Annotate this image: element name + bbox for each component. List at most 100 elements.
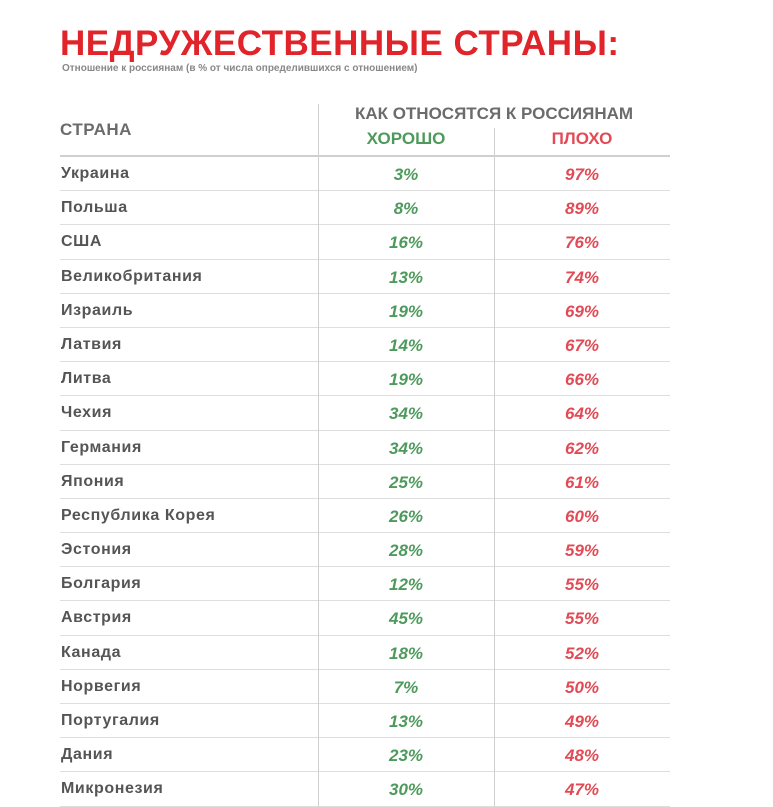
bad-percent-cell: 89% xyxy=(564,199,600,219)
bad-percent-cell: 55% xyxy=(564,609,600,629)
column-divider xyxy=(318,362,319,397)
country-cell: Чехия xyxy=(61,404,112,422)
country-cell: Украина xyxy=(61,165,130,182)
country-cell: Микронезия xyxy=(61,780,164,798)
bad-column-header: ПЛОХО xyxy=(551,129,613,148)
column-divider xyxy=(318,669,319,705)
bad-percent-cell: 76% xyxy=(564,233,600,253)
good-percent-cell: 28% xyxy=(388,541,424,561)
bad-percent-cell: 60% xyxy=(564,506,600,526)
column-divider xyxy=(494,259,495,295)
table-row: Германия 34% 62% xyxy=(60,430,670,466)
country-cell: Болгария xyxy=(61,575,142,593)
table-row: Литва 19% 66% xyxy=(60,362,670,397)
bad-percent-cell: 74% xyxy=(564,267,600,287)
column-divider xyxy=(494,128,495,155)
column-divider xyxy=(318,396,319,431)
bad-percent-cell: 62% xyxy=(564,438,600,458)
good-percent-cell: 12% xyxy=(388,575,424,595)
table-row: Украина 3% 97% xyxy=(60,157,670,192)
country-cell: Великобритания xyxy=(61,267,203,285)
country-column-header: СТРАНА xyxy=(60,120,132,139)
column-divider xyxy=(318,259,319,295)
column-divider xyxy=(318,293,319,329)
table-header: СТРАНА КАК ОТНОСЯТСЯ К РОССИЯНАМ ХОРОШО … xyxy=(60,98,670,157)
table-row: Микронезия 30% 47% xyxy=(60,772,670,807)
country-cell: Эстония xyxy=(61,541,132,559)
table-row: Эстония 28% 59% xyxy=(60,533,670,568)
good-percent-cell: 3% xyxy=(393,165,419,184)
column-divider xyxy=(318,464,319,500)
country-cell: Германия xyxy=(61,438,142,456)
good-percent-cell: 13% xyxy=(388,712,424,731)
bad-percent-cell: 50% xyxy=(564,677,600,697)
table-row: США 16% 76% xyxy=(60,225,670,261)
column-divider xyxy=(494,533,495,568)
country-cell: Польша xyxy=(61,199,128,217)
page-subtitle: Отношение к россиянам (в % от числа опре… xyxy=(62,63,418,74)
country-cell: Дания xyxy=(61,746,114,764)
country-cell: Норвегия xyxy=(61,677,142,695)
good-percent-cell: 45% xyxy=(388,609,424,629)
column-divider xyxy=(318,191,319,226)
column-divider xyxy=(318,327,319,363)
table-row: Япония 25% 61% xyxy=(60,464,670,500)
column-divider xyxy=(318,704,319,739)
country-cell: Латвия xyxy=(61,335,122,353)
bad-percent-cell: 67% xyxy=(564,335,600,355)
table-row: Португалия 13% 49% xyxy=(60,704,670,739)
column-divider xyxy=(318,157,319,192)
column-divider xyxy=(318,430,319,466)
good-column-header: ХОРОШО xyxy=(366,129,446,148)
table-row: Польша 8% 89% xyxy=(60,191,670,226)
bad-percent-cell: 47% xyxy=(564,780,600,800)
good-percent-cell: 18% xyxy=(388,643,424,663)
country-cell: Португалия xyxy=(61,712,160,729)
bad-percent-cell: 48% xyxy=(564,746,600,766)
column-divider xyxy=(494,635,495,671)
attitude-table: СТРАНА КАК ОТНОСЯТСЯ К РОССИЯНАМ ХОРОШО … xyxy=(60,98,670,807)
good-percent-cell: 14% xyxy=(388,335,424,355)
table-row: Израиль 19% 69% xyxy=(60,293,670,329)
table-row: Республика Корея 26% 60% xyxy=(60,498,670,534)
table-row: Австрия 45% 55% xyxy=(60,601,670,637)
column-divider xyxy=(494,704,495,739)
bad-percent-cell: 61% xyxy=(564,472,600,492)
country-cell: США xyxy=(61,233,102,251)
table-row: Латвия 14% 67% xyxy=(60,327,670,363)
country-cell: Литва xyxy=(61,370,112,388)
column-divider xyxy=(494,738,495,773)
bad-percent-cell: 69% xyxy=(564,301,600,321)
bad-percent-cell: 66% xyxy=(564,370,600,390)
bad-percent-cell: 52% xyxy=(564,643,600,663)
column-divider xyxy=(494,362,495,397)
table-row: Норвегия 7% 50% xyxy=(60,669,670,705)
column-divider xyxy=(318,567,319,602)
good-percent-cell: 26% xyxy=(388,506,424,526)
column-divider xyxy=(494,601,495,637)
good-percent-cell: 13% xyxy=(388,267,424,287)
good-percent-cell: 30% xyxy=(388,780,424,800)
column-divider xyxy=(318,772,319,807)
country-cell: Канада xyxy=(61,643,122,661)
good-percent-cell: 8% xyxy=(393,199,419,219)
column-divider xyxy=(494,567,495,602)
good-percent-cell: 34% xyxy=(388,438,424,458)
table-row: Дания 23% 48% xyxy=(60,738,670,773)
bad-percent-cell: 97% xyxy=(564,165,600,184)
table-body: Украина 3% 97% Польша 8% 89% США 16% 76% Великобр… xyxy=(60,157,670,807)
column-divider xyxy=(318,601,319,637)
good-percent-cell: 7% xyxy=(393,677,419,697)
column-divider xyxy=(494,498,495,534)
column-divider xyxy=(494,669,495,705)
column-divider xyxy=(318,104,319,155)
good-percent-cell: 16% xyxy=(388,233,424,253)
table-row: Чехия 34% 64% xyxy=(60,396,670,431)
table-row: Болгария 12% 55% xyxy=(60,567,670,602)
table-row: Канада 18% 52% xyxy=(60,635,670,671)
bad-percent-cell: 49% xyxy=(564,712,600,731)
column-divider xyxy=(494,225,495,261)
good-percent-cell: 23% xyxy=(388,746,424,766)
bad-percent-cell: 59% xyxy=(564,541,600,561)
column-divider xyxy=(494,157,495,192)
